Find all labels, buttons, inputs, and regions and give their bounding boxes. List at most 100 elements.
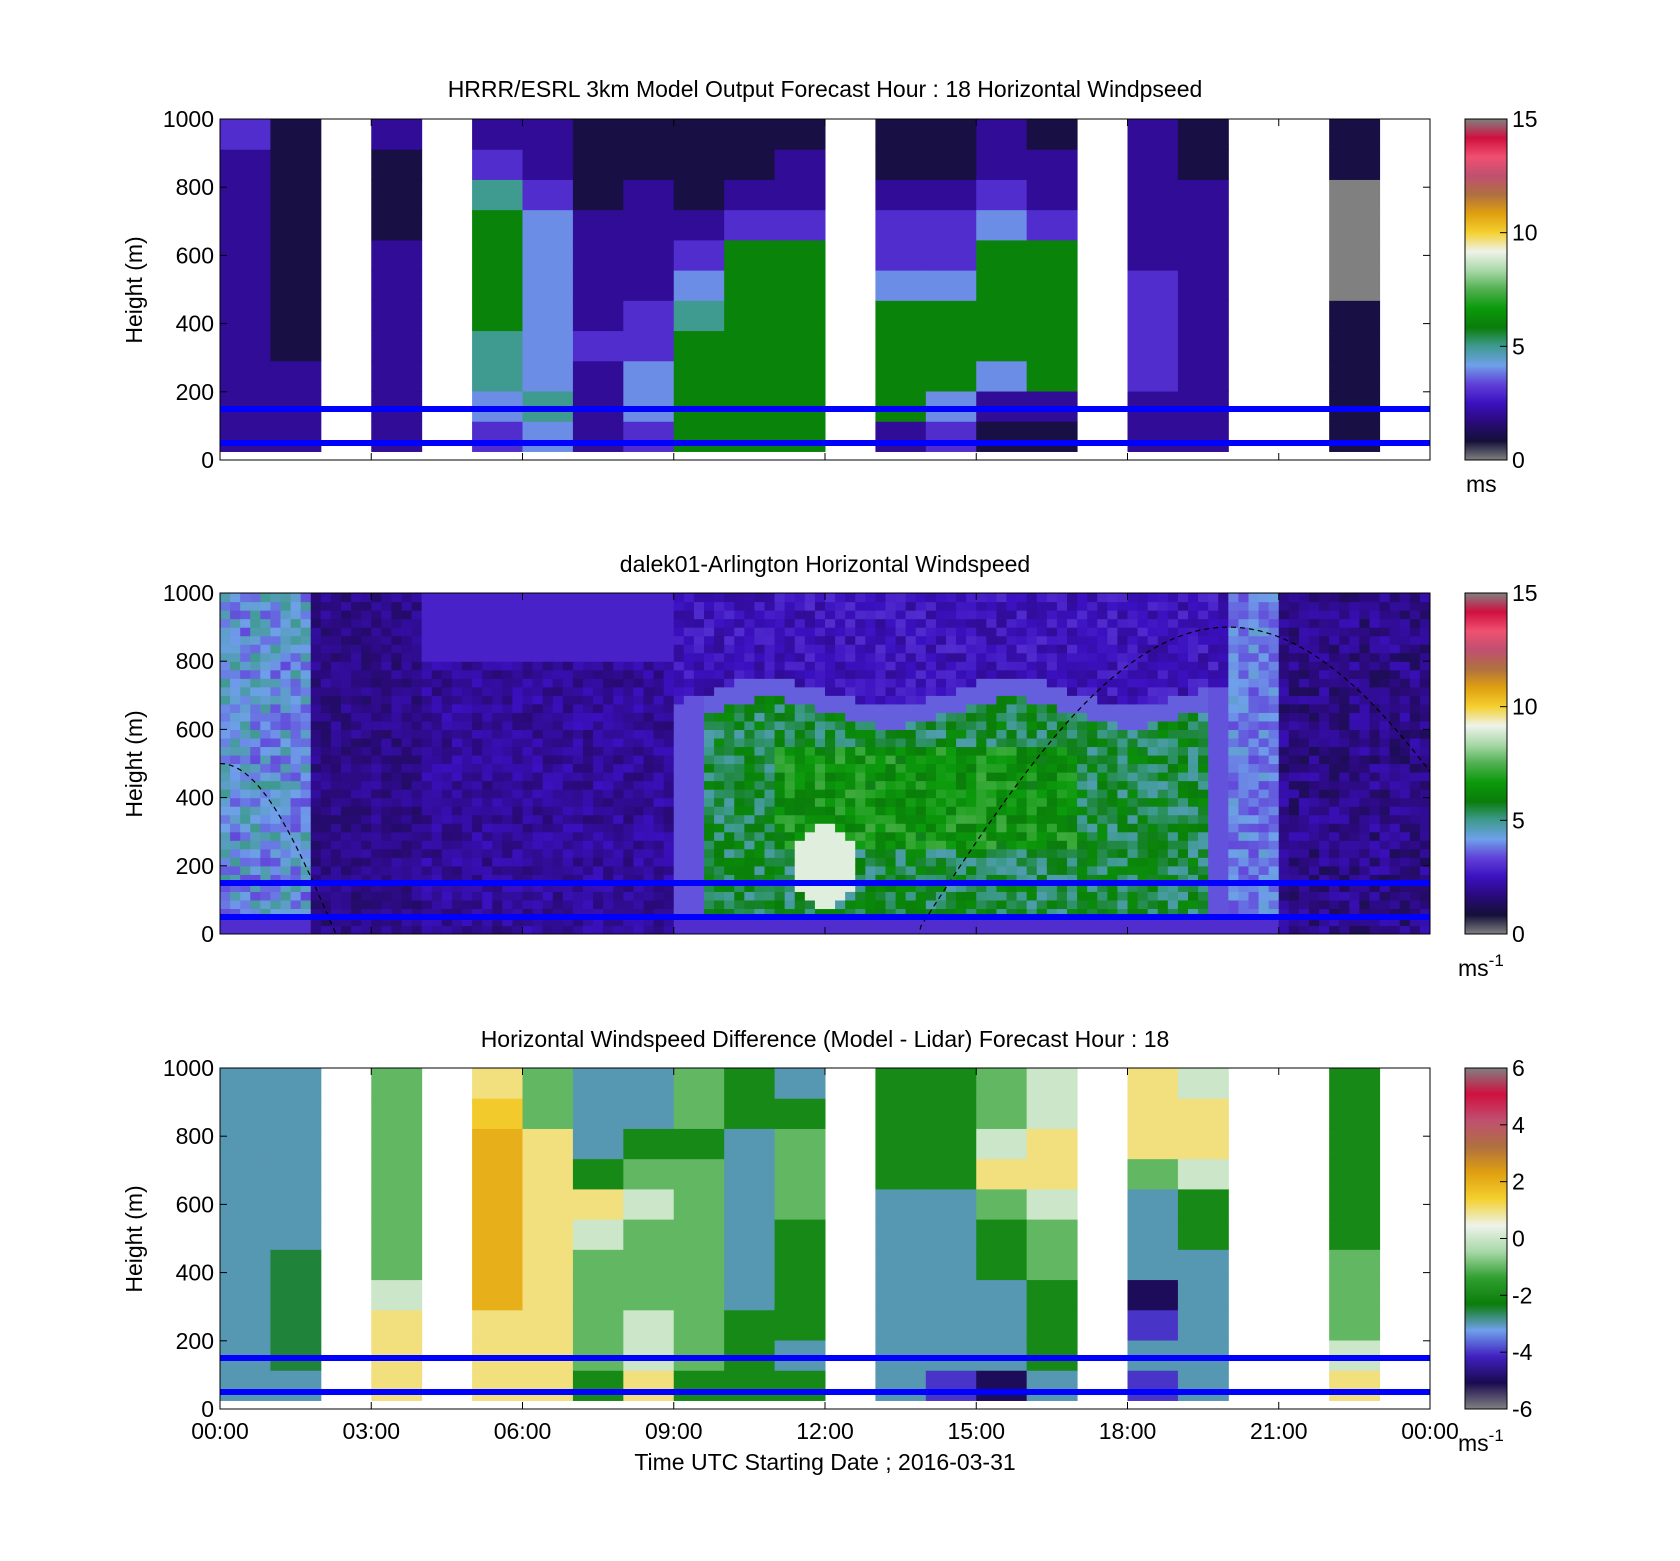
heatmap-cell <box>552 899 564 910</box>
heatmap-cell <box>1177 209 1229 241</box>
heatmap-cell <box>1218 593 1229 603</box>
heatmap-cell <box>1359 848 1371 858</box>
heatmap-cell <box>1107 712 1119 722</box>
heatmap-cell <box>774 669 786 679</box>
heatmap-cell <box>814 857 826 867</box>
heatmap-cell <box>1228 857 1240 867</box>
heatmap-cell <box>1087 652 1098 662</box>
heatmap-cell <box>804 772 816 782</box>
heatmap-cell <box>1288 840 1300 850</box>
heatmap-cell <box>1026 814 1038 824</box>
heatmap-cell <box>593 635 604 645</box>
heatmap-cell <box>603 848 614 858</box>
heatmap-cell <box>1349 780 1361 790</box>
heatmap-cell <box>885 857 897 867</box>
heatmap-cell <box>1137 661 1149 671</box>
heatmap-cell <box>320 874 332 884</box>
heatmap-cell <box>593 806 604 816</box>
heatmap-cell <box>643 618 655 628</box>
heatmap-cell <box>663 899 675 910</box>
heatmap-cell <box>1188 661 1199 671</box>
heatmap-cell <box>1218 712 1229 722</box>
heatmap-cell <box>724 635 735 645</box>
heatmap-cell <box>986 763 998 773</box>
heatmap-cell <box>1208 601 1219 611</box>
heatmap-cell <box>673 908 685 918</box>
heatmap-cell <box>552 814 564 824</box>
heatmap-cell <box>1056 780 1068 790</box>
heatmap-cell <box>583 593 594 603</box>
heatmap-cell <box>643 737 655 748</box>
heatmap-cell <box>381 823 393 833</box>
heatmap-cell <box>1238 891 1250 901</box>
heatmap-cell <box>1399 729 1411 739</box>
heatmap-cell <box>875 179 927 211</box>
heatmap-cell <box>1147 772 1159 782</box>
heatmap-cell <box>1359 925 1371 934</box>
heatmap-cell <box>1238 593 1250 603</box>
heatmap-cell <box>1097 763 1108 773</box>
heatmap-cell <box>280 857 292 867</box>
heatmap-cell <box>643 908 655 918</box>
heatmap-cell <box>1258 678 1270 688</box>
heatmap-cell <box>764 720 776 730</box>
heatmap-cell <box>300 789 312 799</box>
heatmap-cell <box>1127 360 1179 392</box>
heatmap-cell <box>875 763 887 773</box>
heatmap-cell <box>1036 593 1048 603</box>
heatmap-cell <box>673 720 685 730</box>
heatmap-cell <box>220 780 231 790</box>
heatmap-cell <box>1006 593 1018 603</box>
heatmap-cell <box>300 652 312 662</box>
heatmap-cell <box>1228 823 1240 833</box>
heatmap-cell <box>1036 610 1048 620</box>
heatmap-cell <box>1177 865 1189 875</box>
heatmap-cell <box>330 908 342 918</box>
heatmap-cell <box>431 610 443 620</box>
heatmap-cell <box>1117 806 1129 816</box>
heatmap-cell <box>1298 925 1310 934</box>
heatmap-cell <box>643 925 655 934</box>
heatmap-cell <box>653 865 665 875</box>
heatmap-cell <box>966 797 977 807</box>
heatmap-cell <box>905 729 917 739</box>
heatmap-cell <box>502 635 514 645</box>
heatmap-cell <box>764 891 776 901</box>
heatmap-cell <box>451 925 463 934</box>
heatmap-cell <box>381 678 393 688</box>
heatmap-cell <box>986 695 998 705</box>
heatmap-cell <box>683 899 695 910</box>
heatmap-cell <box>714 712 725 722</box>
heatmap-cell <box>411 737 423 748</box>
heatmap-cell <box>1359 601 1371 611</box>
heatmap-cell <box>814 780 826 790</box>
heatmap-cell <box>1389 678 1401 688</box>
heatmap-cell <box>451 754 463 765</box>
heatmap-cell <box>1016 874 1028 884</box>
heatmap-cell <box>351 635 362 645</box>
heatmap-cell <box>1087 618 1098 628</box>
heatmap-cell <box>1329 695 1340 705</box>
heatmap-cell <box>250 635 261 645</box>
heatmap-cell <box>512 831 524 841</box>
heatmap-cell <box>1046 678 1058 688</box>
heatmap-cell <box>532 754 544 765</box>
heatmap-cell <box>1006 823 1018 833</box>
heatmap-cell <box>1349 806 1361 816</box>
heatmap-cell <box>1016 610 1028 620</box>
heatmap-cell <box>250 806 261 816</box>
heatmap-cell <box>966 593 977 603</box>
heatmap-cell <box>1107 593 1119 603</box>
heatmap-cell <box>885 669 897 679</box>
heatmap-cell <box>653 644 665 654</box>
heatmap-cell <box>260 695 272 705</box>
heatmap-cell <box>905 720 917 730</box>
heatmap-cell <box>341 831 352 841</box>
heatmap-cell <box>905 916 917 927</box>
heatmap-cell <box>512 772 524 782</box>
heatmap-cell <box>845 661 856 671</box>
heatmap-cell <box>794 610 806 620</box>
heatmap-cell <box>1359 686 1371 696</box>
heatmap-cell <box>835 703 846 713</box>
heatmap-cell <box>693 593 705 603</box>
